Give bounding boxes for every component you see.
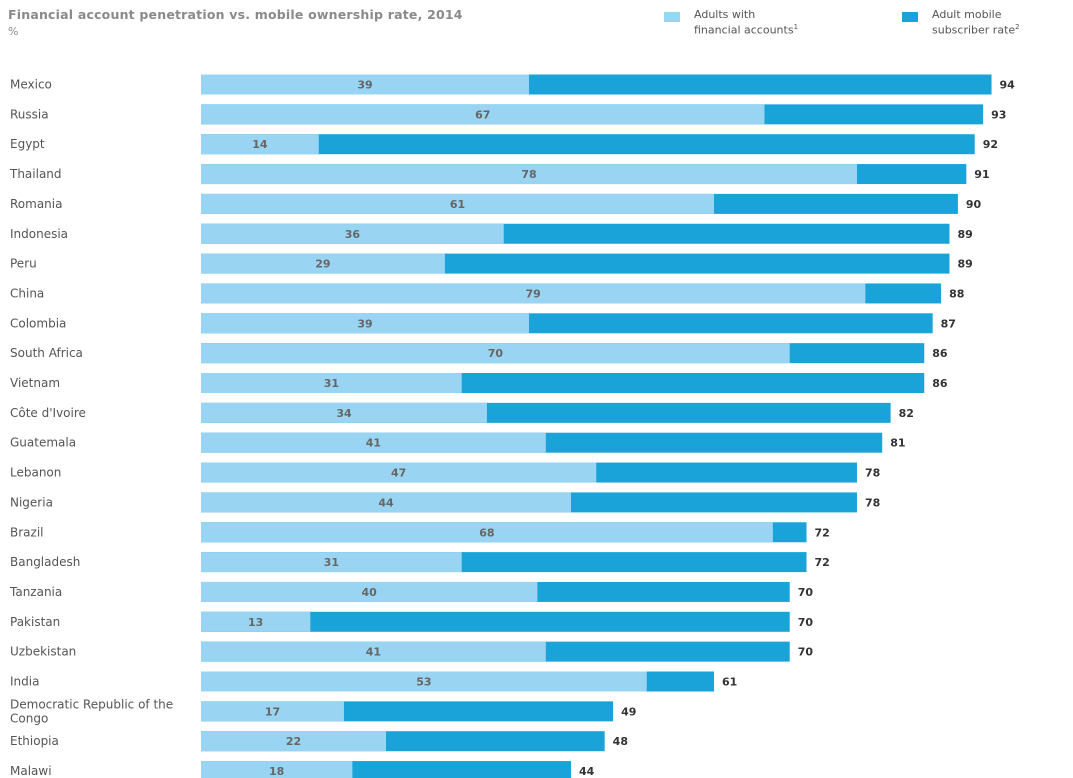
data-label-mobile-russia: 93 <box>991 108 1006 121</box>
data-label-accounts-tanzania: 40 <box>362 586 378 599</box>
data-label-mobile-uzbekistan: 70 <box>798 646 814 659</box>
data-label-accounts-mexico: 39 <box>357 79 372 92</box>
data-label-accounts-democratic-republic-of-the-congo: 17 <box>265 705 280 718</box>
data-label-accounts-colombia: 39 <box>357 317 372 330</box>
data-label-mobile-india: 61 <box>722 676 737 689</box>
data-label-mobile-south-africa: 86 <box>932 347 948 360</box>
data-label-accounts-peru: 29 <box>315 258 330 271</box>
category-label-thailand: Thailand <box>9 167 62 181</box>
data-label-mobile-thailand: 91 <box>974 168 989 181</box>
data-label-mobile-china: 88 <box>949 287 964 300</box>
category-label-uzbekistan: Uzbekistan <box>10 645 76 659</box>
category-label-ethiopia: Ethiopia <box>10 734 59 748</box>
data-label-accounts-uzbekistan: 41 <box>366 646 381 659</box>
data-label-mobile-nigeria: 78 <box>865 496 880 509</box>
category-label-malawi: Malawi <box>10 764 52 778</box>
data-label-accounts-ethiopia: 22 <box>286 735 301 748</box>
category-label-russia: Russia <box>10 107 49 121</box>
data-label-accounts-india: 53 <box>416 676 431 689</box>
data-label-accounts-brazil: 68 <box>479 526 494 539</box>
category-label-peru: Peru <box>10 257 37 271</box>
data-label-mobile-vietnam: 86 <box>932 377 948 390</box>
data-label-accounts-south-africa: 70 <box>488 347 504 360</box>
data-label-mobile-egypt: 92 <box>983 138 998 151</box>
category-label-cote-d-ivoire: Côte d'Ivoire <box>10 406 86 420</box>
data-label-mobile-romania: 90 <box>966 198 982 211</box>
data-label-mobile-tanzania: 70 <box>798 586 814 599</box>
data-label-accounts-indonesia: 36 <box>345 228 361 241</box>
data-label-mobile-malawi: 44 <box>579 765 595 778</box>
data-label-mobile-brazil: 72 <box>815 526 830 539</box>
data-label-accounts-bangladesh: 31 <box>324 556 339 569</box>
data-label-mobile-indonesia: 89 <box>957 228 972 241</box>
category-label-south-africa: South Africa <box>10 346 83 360</box>
data-label-mobile-ethiopia: 48 <box>613 735 628 748</box>
data-label-mobile-pakistan: 70 <box>798 616 814 629</box>
category-label-china: China <box>10 286 44 300</box>
data-label-accounts-cote-d-ivoire: 34 <box>336 407 352 420</box>
data-label-mobile-mexico: 94 <box>1000 79 1016 92</box>
data-label-accounts-egypt: 14 <box>252 138 268 151</box>
data-label-accounts-pakistan: 13 <box>248 616 263 629</box>
data-label-accounts-malawi: 18 <box>269 765 284 778</box>
data-label-accounts-lebanon: 47 <box>391 467 406 480</box>
category-label-nigeria: Nigeria <box>10 495 53 509</box>
category-label-colombia: Colombia <box>10 316 66 330</box>
data-label-mobile-democratic-republic-of-the-congo: 49 <box>621 705 636 718</box>
data-label-accounts-russia: 67 <box>475 108 490 121</box>
data-label-mobile-guatemala: 81 <box>890 437 905 450</box>
category-label-pakistan: Pakistan <box>10 615 60 629</box>
data-label-mobile-cote-d-ivoire: 82 <box>899 407 914 420</box>
data-label-mobile-peru: 89 <box>957 258 972 271</box>
data-label-mobile-colombia: 87 <box>941 317 956 330</box>
category-label-indonesia: Indonesia <box>10 227 68 241</box>
category-label-guatemala: Guatemala <box>10 436 76 450</box>
category-label-romania: Romania <box>10 197 62 211</box>
data-label-mobile-lebanon: 78 <box>865 467 880 480</box>
data-label-accounts-china: 79 <box>526 287 541 300</box>
category-label-mexico: Mexico <box>10 78 52 92</box>
category-label-india: India <box>10 675 39 689</box>
data-label-accounts-romania: 61 <box>450 198 465 211</box>
data-label-accounts-thailand: 78 <box>521 168 536 181</box>
category-label-vietnam: Vietnam <box>10 376 60 390</box>
category-label-democratic-republic-of-the-congo: Democratic Republic of the Congo <box>10 697 173 725</box>
category-label-lebanon: Lebanon <box>10 466 61 480</box>
data-label-accounts-vietnam: 31 <box>324 377 339 390</box>
data-label-accounts-guatemala: 41 <box>366 437 381 450</box>
data-label-accounts-nigeria: 44 <box>378 496 394 509</box>
category-label-brazil: Brazil <box>10 525 44 539</box>
category-label-egypt: Egypt <box>10 137 45 151</box>
category-label-bangladesh: Bangladesh <box>10 555 80 569</box>
category-label-tanzania: Tanzania <box>9 585 62 599</box>
data-label-mobile-bangladesh: 72 <box>815 556 830 569</box>
